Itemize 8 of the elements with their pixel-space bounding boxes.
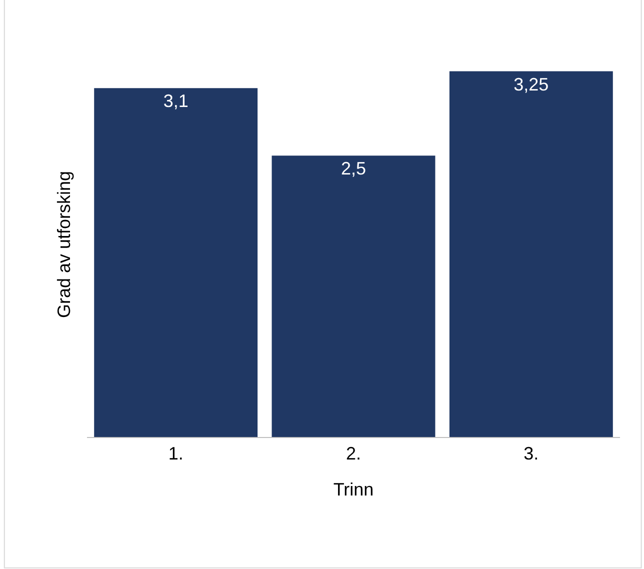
x-tick-label: 1. — [168, 444, 184, 464]
data-label: 3,1 — [163, 91, 188, 112]
y-axis-title: Grad av utforsking — [54, 170, 74, 318]
x-tick-label: 3. — [524, 444, 539, 464]
data-label: 2,5 — [340, 158, 366, 179]
x-tick-label: 2. — [346, 444, 362, 464]
x-axis-title: Trinn — [333, 480, 374, 500]
data-label: 3,25 — [514, 74, 549, 94]
